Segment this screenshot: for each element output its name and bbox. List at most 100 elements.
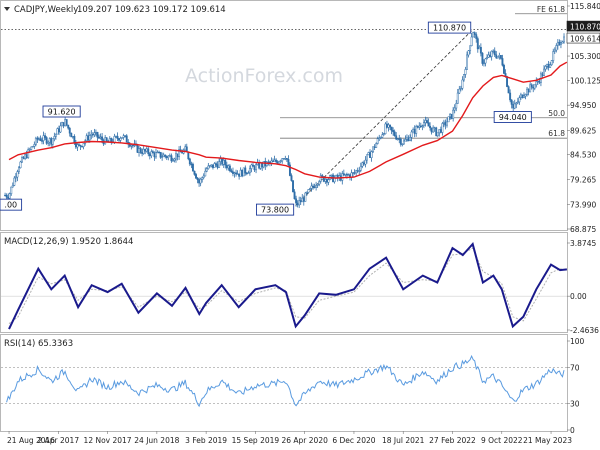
candle-body	[236, 173, 239, 175]
candle-body	[5, 194, 8, 198]
price-tick-label: 84.530	[570, 151, 596, 160]
candle-body	[42, 135, 45, 141]
candle-body	[144, 148, 147, 152]
candle-body	[441, 123, 444, 133]
price-annotation-label: 110.870	[433, 24, 466, 33]
candle-body	[396, 138, 399, 140]
candle-body	[455, 103, 458, 109]
candle-body	[315, 185, 318, 188]
candle-body	[356, 170, 359, 172]
candle-body	[162, 154, 165, 158]
candle-body	[91, 133, 94, 136]
candle-body	[367, 152, 370, 155]
candle-body	[242, 167, 245, 177]
candle-body	[422, 122, 425, 126]
axis-labels: 115.840 110.870 109.614 105.300 100.125 94.95…	[7, 2, 600, 445]
price-tick-label: 68.875	[570, 225, 596, 234]
candle-body	[176, 153, 179, 158]
candle-body	[199, 178, 202, 184]
candle-body	[550, 60, 553, 66]
candle-body	[304, 192, 307, 202]
candle-body	[495, 54, 498, 59]
candle-body	[64, 119, 67, 127]
candle-body	[145, 148, 148, 152]
candle-body	[224, 159, 227, 166]
candle-body	[406, 137, 408, 140]
candle-body	[415, 126, 418, 134]
candle-body	[309, 188, 311, 190]
candle-body	[202, 175, 205, 178]
x-tick-label: 27 Feb 2022	[429, 436, 476, 445]
candle-body	[62, 122, 65, 127]
candle-body	[512, 104, 515, 109]
candle-body	[19, 161, 22, 169]
candle-body	[353, 172, 356, 174]
candle-body	[164, 154, 167, 157]
candle-body	[549, 64, 552, 68]
candle-body	[39, 138, 42, 141]
candle-body	[535, 81, 538, 86]
candle-body	[170, 155, 173, 162]
candle-body	[41, 140, 43, 142]
candle-body	[318, 181, 321, 185]
macd-panel	[0, 232, 568, 333]
candle-body	[125, 135, 128, 143]
rsi-panel	[0, 334, 568, 432]
candle-body	[527, 88, 530, 93]
candle-body	[239, 169, 242, 177]
candle-body	[247, 172, 250, 174]
candle-body	[479, 46, 482, 54]
macd-tick-label: 0.00	[570, 292, 587, 301]
price-tick-label: 79.265	[570, 176, 596, 185]
candle-body	[429, 125, 432, 129]
candle-body	[159, 151, 162, 158]
candle-body	[24, 154, 27, 159]
candle-body	[401, 143, 404, 146]
candle-body	[453, 107, 456, 111]
candle-body	[258, 162, 261, 169]
candle-body	[195, 174, 197, 179]
candle-body	[276, 161, 279, 164]
candle-body	[553, 49, 556, 52]
candle-body	[281, 158, 284, 162]
candle-body	[390, 126, 393, 131]
candle-body	[369, 152, 371, 158]
candle-body	[196, 178, 199, 180]
candle-body	[67, 124, 70, 129]
candle-body	[45, 137, 48, 144]
candle-body	[101, 136, 104, 141]
candle-body	[478, 46, 481, 50]
candle-body	[430, 127, 433, 133]
ohlc-values: 109.207 109.623 109.172 109.614	[77, 5, 226, 15]
x-tick-label: 6 Dec 2020	[332, 436, 375, 445]
candle-body	[493, 50, 496, 56]
candle-body	[461, 79, 464, 89]
candle-body	[299, 200, 302, 203]
candle-body	[359, 165, 362, 171]
candle-body	[529, 84, 532, 93]
candle-body	[59, 125, 62, 133]
candle-body	[561, 41, 564, 44]
candle-body	[382, 133, 385, 135]
candle-body	[364, 159, 367, 165]
price-tick-label: 94.950	[570, 101, 596, 110]
candle-body	[36, 137, 39, 140]
candle-body	[250, 164, 253, 169]
candle-body	[99, 136, 102, 138]
candle-body	[279, 160, 282, 162]
dropdown-arrow-icon[interactable]	[4, 7, 10, 11]
candle-body	[462, 74, 465, 81]
candle-body	[509, 92, 512, 101]
candle-body	[298, 200, 301, 206]
candle-body	[327, 179, 330, 183]
candle-body	[262, 161, 265, 168]
candle-body	[50, 138, 53, 145]
candle-body	[501, 58, 504, 66]
candle-body	[446, 121, 448, 126]
candle-body	[31, 146, 34, 148]
candle-body	[14, 176, 17, 179]
candle-body	[61, 122, 64, 127]
price-tick-label: 89.625	[570, 126, 596, 135]
candle-body	[373, 146, 376, 148]
candle-body	[421, 125, 424, 127]
